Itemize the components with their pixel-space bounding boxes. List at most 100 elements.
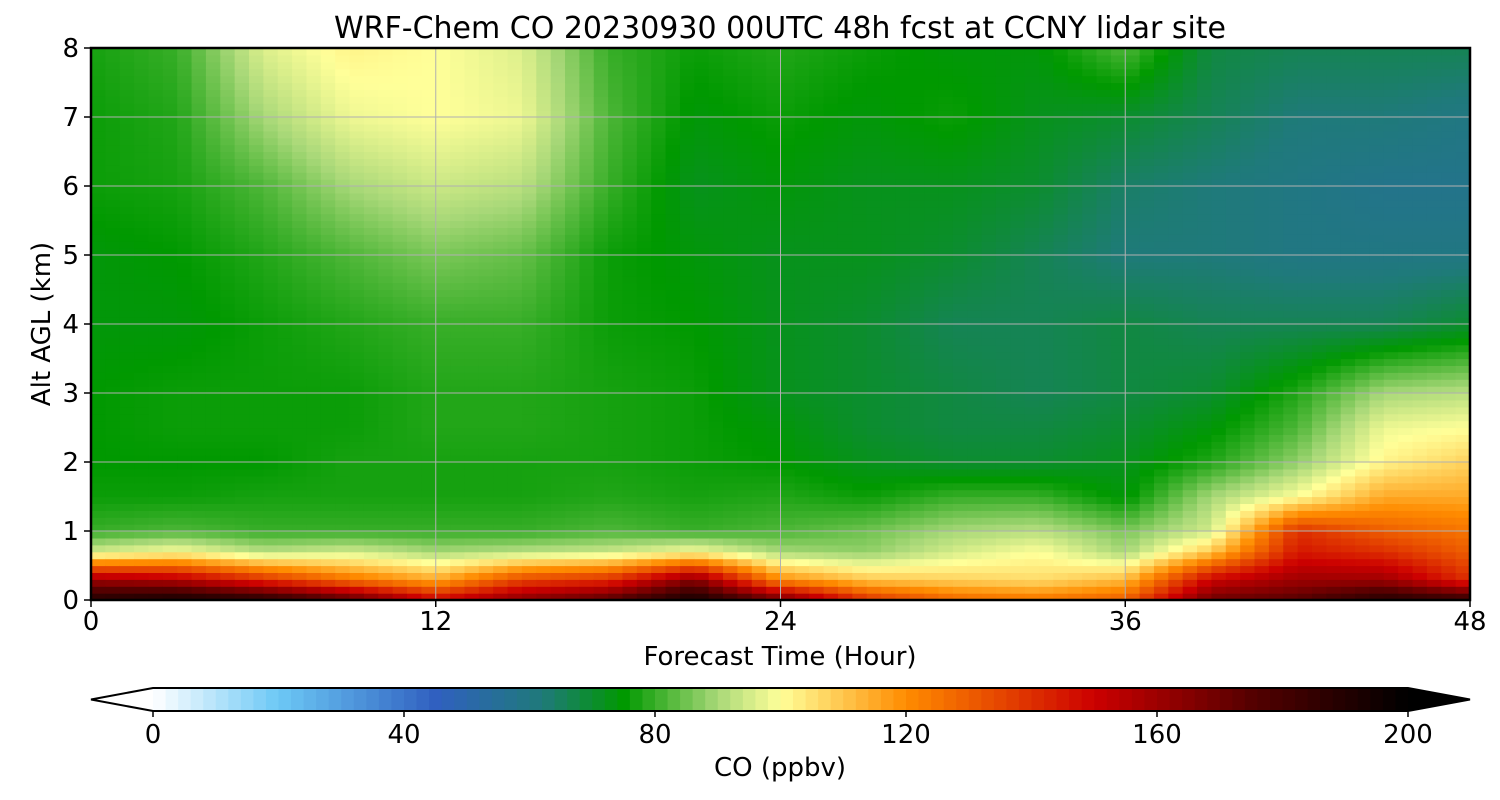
heatmap-cell (636, 593, 652, 601)
heatmap-cell (924, 179, 940, 187)
heatmap-cell (249, 199, 264, 208)
heatmap-cell (866, 227, 882, 235)
heatmap-cell (335, 344, 351, 353)
heatmap-cell (636, 96, 652, 104)
heatmap-cell (220, 96, 236, 104)
heatmap-cell (938, 434, 954, 442)
heatmap-cell (579, 54, 595, 63)
heatmap-cell (234, 282, 250, 291)
heatmap-cell (565, 241, 580, 249)
heatmap-cell (708, 89, 724, 97)
heatmap-cell (952, 268, 968, 277)
heatmap-cell (335, 413, 351, 422)
heatmap-cell (967, 386, 983, 394)
heatmap-cell (191, 117, 207, 125)
heatmap-cell (723, 393, 738, 401)
heatmap-cell (952, 165, 968, 173)
heatmap-cell (134, 172, 150, 180)
heatmap-cell (593, 551, 609, 560)
heatmap-cell (263, 82, 279, 90)
heatmap-cell (665, 248, 681, 256)
heatmap-cell (234, 427, 250, 435)
heatmap-cell (277, 482, 293, 491)
heatmap-cell (909, 386, 925, 394)
heatmap-cell (134, 227, 150, 235)
heatmap-cell (737, 531, 753, 539)
heatmap-cell (191, 386, 207, 394)
heatmap-cell (909, 179, 925, 187)
heatmap-cell (694, 468, 710, 477)
heatmap-cell (723, 551, 738, 560)
heatmap-cell (622, 413, 638, 422)
heatmap-cell (665, 144, 681, 153)
heatmap-cell (952, 544, 968, 553)
heatmap-cell (450, 82, 466, 90)
heatmap-cell (335, 572, 351, 580)
heatmap-cell (952, 89, 968, 97)
heatmap-cell (450, 158, 466, 166)
heatmap-cell (651, 593, 667, 601)
heatmap-cell (507, 89, 523, 97)
heatmap-cell (837, 399, 853, 408)
heatmap-cell (636, 289, 652, 297)
heatmap-cell (493, 261, 509, 270)
heatmap-cell (895, 317, 911, 325)
heatmap-cell (478, 572, 494, 580)
heatmap-cell (205, 386, 221, 394)
heatmap-cell (105, 558, 121, 567)
heatmap-cell (162, 310, 178, 318)
heatmap-cell (766, 413, 782, 422)
heatmap-cell (435, 241, 451, 249)
heatmap-cell (593, 372, 609, 380)
heatmap-cell (335, 275, 351, 284)
heatmap-cell (105, 324, 121, 332)
heatmap-cell (852, 227, 868, 235)
heatmap-cell (866, 220, 882, 228)
heatmap-cell (507, 565, 523, 573)
heatmap-cell (263, 551, 279, 560)
heatmap-cell (306, 227, 322, 235)
heatmap-cell (407, 565, 422, 573)
heatmap-cell (952, 123, 968, 132)
heatmap-cell (967, 544, 983, 553)
heatmap-cell (407, 379, 422, 387)
heatmap-cell (392, 206, 408, 215)
heatmap-cell (191, 558, 207, 567)
heatmap-cell (809, 475, 825, 484)
heatmap-cell (91, 117, 106, 125)
heatmap-cell (478, 482, 494, 491)
heatmap-cell (536, 213, 552, 222)
heatmap-cell (205, 123, 221, 132)
heatmap-cell (134, 379, 150, 387)
heatmap-cell (205, 192, 221, 201)
heatmap-cell (407, 179, 422, 187)
heatmap-cell (335, 372, 351, 380)
heatmap-cell (708, 379, 724, 387)
heatmap-cell (837, 365, 853, 373)
heatmap-cell (651, 434, 667, 442)
heatmap-cell (536, 427, 552, 435)
heatmap-cell (450, 399, 466, 408)
heatmap-cell (162, 54, 178, 63)
heatmap-cell (162, 448, 178, 456)
heatmap-cell (550, 537, 566, 546)
heatmap-cell (924, 510, 940, 518)
heatmap-cell (320, 248, 336, 256)
heatmap-cell (909, 82, 925, 90)
heatmap-cell (708, 165, 724, 173)
heatmap-cell (665, 123, 681, 132)
heatmap-cell (234, 158, 250, 166)
heatmap-cell (277, 317, 293, 325)
heatmap-cell (550, 123, 566, 132)
heatmap-cell (967, 123, 983, 132)
heatmap-cell (766, 510, 782, 518)
heatmap-cell (205, 503, 221, 511)
heatmap-cell (292, 158, 308, 166)
heatmap-cell (335, 82, 351, 90)
heatmap-cell (407, 227, 422, 235)
heatmap-cell (349, 386, 365, 394)
heatmap-cell (565, 462, 580, 470)
heatmap-cell (148, 531, 164, 539)
heatmap-cell (952, 586, 968, 594)
heatmap-cell (651, 61, 667, 70)
